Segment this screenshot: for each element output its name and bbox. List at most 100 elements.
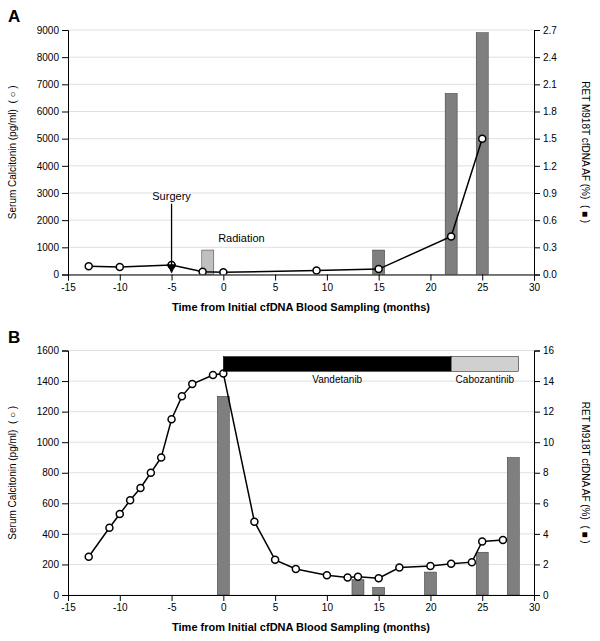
y-axis-title: Serum Calcitonin (pg/ml) ( ○ ) xyxy=(7,406,18,540)
tick-label: 2.7 xyxy=(543,25,557,36)
grid-line xyxy=(68,111,534,112)
bar xyxy=(445,93,457,274)
treatment-label: Cabozantinib xyxy=(456,374,515,385)
tick-line xyxy=(275,595,276,601)
tick: 6 xyxy=(534,498,549,509)
tick: 2.4 xyxy=(534,52,557,63)
treatment-bar xyxy=(223,357,451,372)
tick: 10 xyxy=(322,595,334,613)
grid-line xyxy=(68,533,534,534)
line xyxy=(89,373,503,578)
tick-line xyxy=(534,503,540,504)
tick-line xyxy=(534,275,540,276)
point xyxy=(448,233,455,240)
tick-line xyxy=(534,351,540,352)
axis-line xyxy=(69,275,535,281)
tick-label: 2 xyxy=(543,559,549,570)
tick: -15 xyxy=(61,595,76,613)
tick-line xyxy=(62,84,68,85)
grid-line xyxy=(68,138,534,139)
tick-label: -15 xyxy=(61,282,76,293)
tick-label: 1600 xyxy=(37,345,60,356)
point xyxy=(147,469,154,476)
tick-line xyxy=(327,595,328,601)
plot-area: SurgeryRadiation-15-10-50510152025300100… xyxy=(7,25,591,313)
tick: 3000 xyxy=(37,188,68,199)
point xyxy=(313,267,320,274)
tick: 2 xyxy=(534,559,549,570)
y2-axis: 0246810121416 xyxy=(534,345,555,601)
tick: 0 xyxy=(53,590,68,601)
tick: 15 xyxy=(374,595,386,613)
x-axis: -15-10-5051015202530 xyxy=(61,595,540,613)
tick-label: 30 xyxy=(529,282,541,293)
tick-label: 0 xyxy=(221,602,227,613)
marks xyxy=(85,33,488,275)
tick-label: -10 xyxy=(113,282,128,293)
tick-label: 4000 xyxy=(37,161,60,172)
tick: -15 xyxy=(61,275,76,293)
tick-label: 2.1 xyxy=(543,79,557,90)
tick: 600 xyxy=(42,498,68,509)
tick-label: 2000 xyxy=(37,215,60,226)
tick-label: 8000 xyxy=(37,52,60,63)
tick-label: 20 xyxy=(425,282,437,293)
tick-label: 10 xyxy=(322,282,334,293)
tick-line xyxy=(534,381,540,382)
point xyxy=(479,135,486,142)
tick-label: 16 xyxy=(543,345,555,356)
point xyxy=(158,454,165,461)
grid-line xyxy=(68,220,534,221)
axis-line xyxy=(62,351,69,596)
tick-line xyxy=(482,595,483,601)
tick-label: -15 xyxy=(61,602,76,613)
tick: -5 xyxy=(168,595,177,613)
point xyxy=(189,381,196,388)
tick: 8000 xyxy=(37,52,68,63)
panel: VandetanibCabozantinib-15-10-50510152025… xyxy=(7,328,591,634)
y-axis-title: Serum Calcitonin (pg/ml) ( ○ ) xyxy=(7,85,18,219)
texts: SurgeryRadiation xyxy=(152,190,264,273)
tick-label: 25 xyxy=(477,602,489,613)
point xyxy=(344,574,351,581)
y-axis: 02004006008001000120014001600 xyxy=(37,345,69,601)
tick-line xyxy=(430,275,431,281)
y-axis: 0100020003000400050006000700080009000 xyxy=(37,25,69,281)
grid-line xyxy=(68,30,534,31)
x-axis-title: Time from Initial cfDNA Blood Sampling (… xyxy=(172,621,430,633)
tick-line xyxy=(62,247,68,248)
tick: -10 xyxy=(113,595,128,613)
tick-line xyxy=(534,564,540,565)
bar xyxy=(424,572,436,595)
tick: 1200 xyxy=(37,406,68,417)
tick-label: 5 xyxy=(273,602,279,613)
tick-label: 8 xyxy=(543,467,549,478)
tick-line xyxy=(534,84,540,85)
tick-line xyxy=(534,112,540,113)
point xyxy=(137,485,144,492)
tick-label: 1200 xyxy=(37,406,60,417)
tick-label: 6000 xyxy=(37,106,60,117)
tick-line xyxy=(62,503,68,504)
annotation: Surgery xyxy=(152,190,191,202)
point xyxy=(106,524,113,531)
bar xyxy=(352,580,364,595)
bar xyxy=(373,587,385,595)
tick-line xyxy=(120,595,121,601)
tick-label: 800 xyxy=(42,467,59,478)
tick: 4000 xyxy=(37,161,68,172)
tick-line xyxy=(534,247,540,248)
tick: 0 xyxy=(53,269,68,280)
tick-line xyxy=(534,220,540,221)
tick: 0.0 xyxy=(534,269,557,280)
tick: 16 xyxy=(534,345,555,356)
tick-label: 0.3 xyxy=(543,242,557,253)
tick: 0 xyxy=(221,595,227,613)
tick-line xyxy=(62,220,68,221)
tick-label: 4 xyxy=(543,529,549,540)
tick: 0 xyxy=(221,275,227,293)
y2-axis: 0.00.30.60.91.21.51.82.12.42.7 xyxy=(534,25,557,281)
tick: 6000 xyxy=(37,106,68,117)
bar-series xyxy=(217,396,519,595)
tick-line xyxy=(62,30,68,31)
